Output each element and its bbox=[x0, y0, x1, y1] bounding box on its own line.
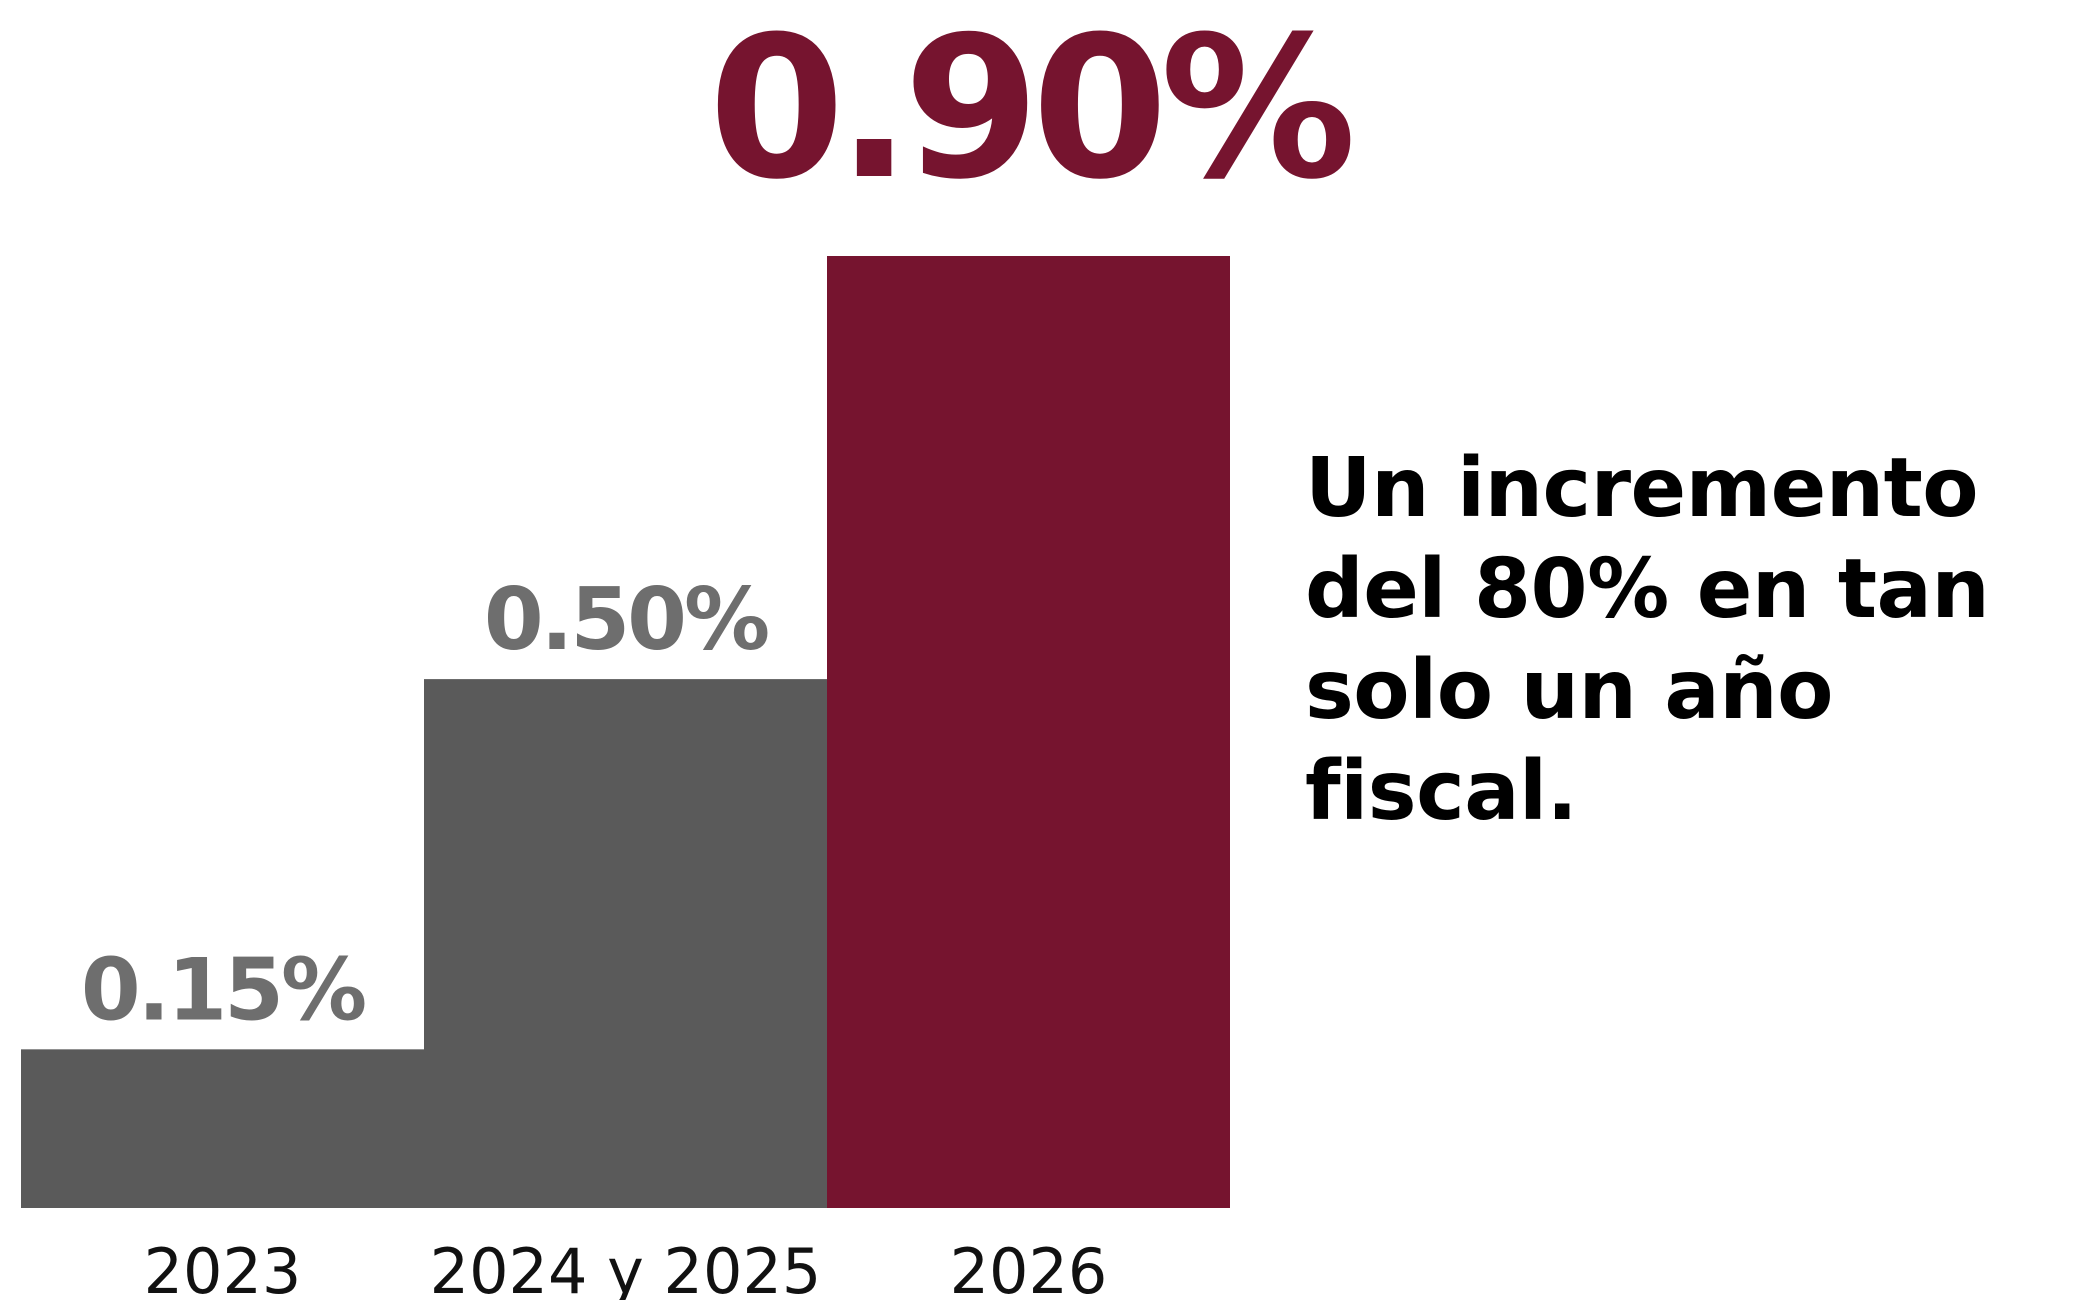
callout-text: Un incremento del 80% en tan solo un año… bbox=[1305, 438, 2065, 842]
bar-value-label-2: 0.50% bbox=[484, 570, 768, 670]
bar-value-label-1: 0.15% bbox=[81, 940, 365, 1040]
value-labels-layer: 0.15% 0.50% 0.90% bbox=[81, 0, 1359, 1040]
bar-value-label-3: 0.90% bbox=[709, 0, 1352, 223]
bar-2 bbox=[424, 679, 827, 1208]
callout-line-2: del 80% en tan bbox=[1305, 542, 1990, 637]
category-label-3: 2026 bbox=[950, 1235, 1108, 1300]
category-labels-layer: 2023 2024 y 2025 2026 bbox=[144, 1235, 1108, 1300]
callout-line-3: solo un año bbox=[1305, 643, 1833, 738]
bar-1 bbox=[21, 1049, 424, 1208]
bars-layer bbox=[21, 256, 1230, 1208]
callout-line-1: Un incremento bbox=[1305, 441, 1979, 536]
category-label-2: 2024 y 2025 bbox=[430, 1235, 822, 1300]
category-label-1: 2023 bbox=[144, 1235, 302, 1300]
bar-3 bbox=[827, 256, 1230, 1208]
callout-line-4: fiscal. bbox=[1305, 744, 1578, 839]
